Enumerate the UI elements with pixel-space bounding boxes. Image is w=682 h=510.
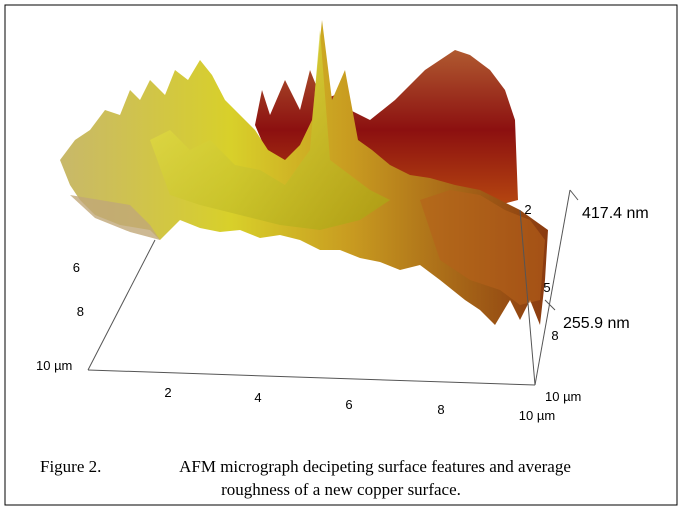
- z-mid-label: 255.9 nm: [563, 315, 630, 332]
- right-tick-label: 2: [524, 202, 531, 217]
- left-axis-end-label: 10 µm: [36, 358, 72, 373]
- afm-surface: [60, 20, 548, 325]
- bottom-tick-label: 2: [164, 385, 171, 400]
- z-tick: [544, 299, 556, 311]
- axes: [87, 189, 579, 386]
- z-max-label: 417.4 nm: [582, 205, 649, 222]
- bottom-tick-label: 6: [345, 397, 352, 412]
- caption-label: Figure 2.: [40, 457, 101, 476]
- right-axis-end-label: 10 µm: [545, 389, 581, 404]
- right-tick-label: 8: [551, 328, 558, 343]
- z-tick: [569, 189, 579, 201]
- right-tick-label: 5: [543, 280, 550, 295]
- z-axis-line: [534, 189, 571, 386]
- right-axis-line: [519, 209, 536, 386]
- bottom-tick-label: 8: [437, 402, 444, 417]
- bottom-axis-end-label: 10 µm: [519, 408, 555, 423]
- left-tick-label: 8: [77, 304, 84, 319]
- left-axis-line: [87, 239, 156, 371]
- caption-line: AFM micrograph decipeting surface featur…: [179, 457, 571, 476]
- caption-line: roughness of a new copper surface.: [221, 480, 461, 499]
- bottom-axis-line: [87, 369, 536, 386]
- left-tick-label: 6: [73, 260, 80, 275]
- bottom-tick-label: 4: [254, 390, 261, 405]
